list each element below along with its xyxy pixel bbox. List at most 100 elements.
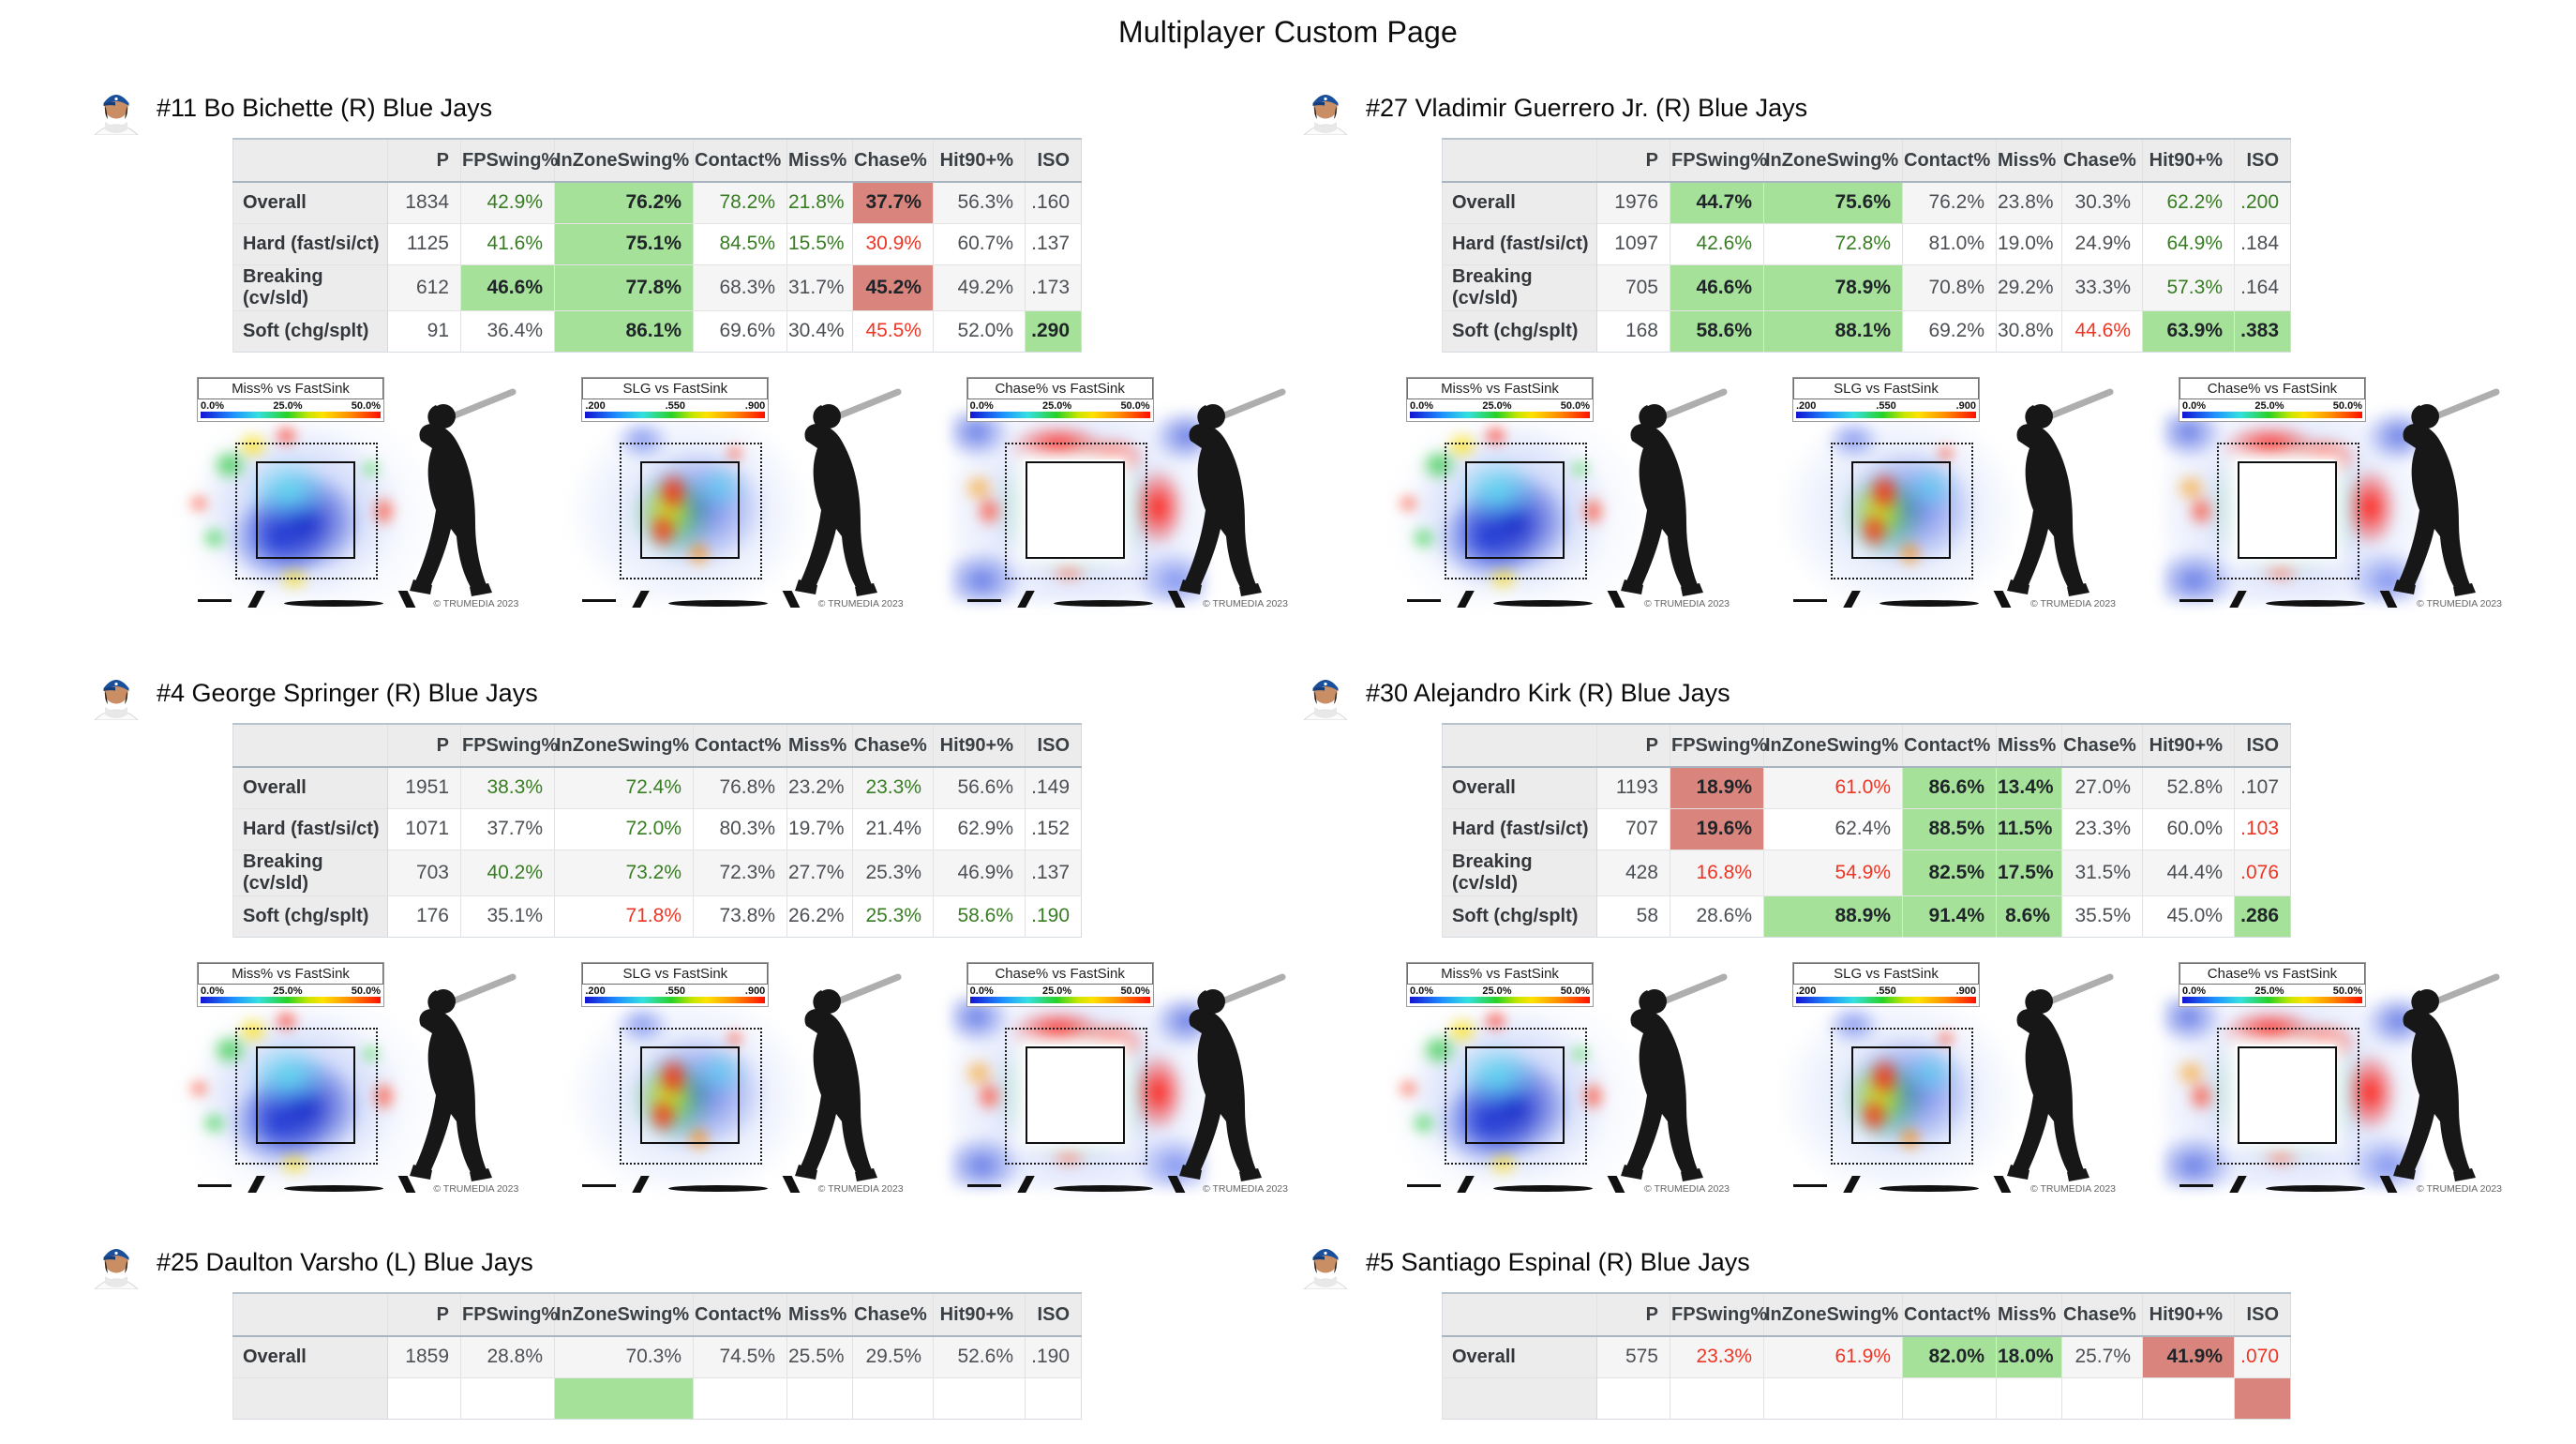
player-card: #25 Daulton Varsho (L) Blue Jays P FPSwin…: [0, 1229, 1288, 1444]
column-header: InZoneSwing%: [1763, 139, 1903, 183]
stat-cell: [1996, 1377, 2062, 1419]
player-stats-table: P FPSwing% InZoneSwing% Contact% Miss% Chase%…: [1442, 138, 2291, 353]
heatmap-legend: Miss% vs FastSink 0.0% 25.0% 50.0%: [1406, 961, 1594, 1007]
stat-cell: [1025, 1377, 1082, 1419]
heatmap-title: Miss% vs FastSink: [1407, 962, 1593, 985]
heatmap-title: Chase% vs FastSink: [2179, 377, 2365, 399]
stats-row: Hard (fast/si/ct) 1125 41.6% 75.1% 84.5% 15.5…: [232, 223, 1082, 264]
trumedia-watermark: © TRUMEDIA 2023: [817, 597, 904, 609]
players-grid: #11 Bo Bichette (R) Blue Jays P FPSwing% I…: [0, 75, 2576, 1444]
heatmap-scale-ticks: 0.0% 25.0% 50.0%: [969, 399, 1150, 412]
outer-zone-dotted: [1831, 1027, 1973, 1165]
trumedia-watermark: © TRUMEDIA 2023: [1202, 1182, 1288, 1195]
column-header: FPSwing%: [460, 1293, 558, 1337]
stat-cell: 41.9%: [2142, 1336, 2235, 1377]
row-label: Hard (fast/si/ct): [232, 808, 388, 850]
stat-cell: 703: [387, 850, 461, 895]
stat-cell: 31.7%: [786, 264, 853, 310]
trumedia-watermark: © TRUMEDIA 2023: [1644, 1182, 1730, 1195]
player-name: #11 Bo Bichette (R) Blue Jays: [157, 93, 493, 122]
column-header: Miss%: [786, 1293, 853, 1337]
stats-row: Hard (fast/si/ct) 1071 37.7% 72.0% 80.3% 19.7…: [232, 808, 1082, 850]
stat-cell: 54.9%: [1763, 850, 1903, 895]
trumedia-watermark: © TRUMEDIA 2023: [1202, 597, 1288, 609]
stat-cell: 82.0%: [1902, 1336, 1997, 1377]
column-header: Contact%: [693, 1293, 787, 1337]
stat-cell: .076: [2234, 850, 2291, 895]
stat-cell: 82.5%: [1902, 850, 1997, 895]
player-avatar: [1298, 1235, 1353, 1290]
column-header: InZoneSwing%: [554, 724, 694, 768]
player-avatar: [89, 666, 143, 721]
pitch-heatmap: SLG vs FastSink .200.550.900: [565, 376, 904, 613]
row-label: Soft (chg/splt): [232, 310, 388, 352]
outer-zone-dotted: [235, 442, 378, 579]
home-plate-graphic: [966, 590, 1258, 608]
heatmap-field: [950, 410, 1207, 604]
row-label: Hard (fast/si/ct): [232, 223, 388, 264]
player-header: #27 Vladimir Guerrero Jr. (R) Blue Jays: [1298, 81, 2576, 136]
stats-row: Breaking (cv/sld) 703 40.2% 73.2% 72.3% 27.7%…: [232, 850, 1082, 895]
heatmap-scale-ticks: .200.550.900: [1796, 399, 1976, 412]
player-stats-table: P FPSwing% InZoneSwing% Contact% Miss% Chase%…: [232, 1292, 1082, 1420]
stat-cell: 63.9%: [2142, 310, 2235, 352]
column-header: Miss%: [1996, 139, 2062, 183]
heatmap-row: Miss% vs FastSink 0.0% 25.0% 50.0%: [1390, 376, 2576, 613]
stat-cell: 25.7%: [2061, 1336, 2143, 1377]
row-label: Hard (fast/si/ct): [1442, 808, 1597, 850]
stat-cell: 64.9%: [2142, 223, 2235, 264]
heatmap-row: Miss% vs FastSink 0.0% 25.0% 50.0%: [1390, 961, 2576, 1198]
batter-silhouette-icon: [1973, 386, 2114, 598]
home-plate-graphic: [966, 1175, 1258, 1193]
stat-cell: 27.7%: [786, 850, 853, 895]
pitch-heatmap: Chase% vs FastSink 0.0% 25.0% 50.0%: [2163, 961, 2502, 1198]
stat-cell: 76.2%: [554, 182, 694, 223]
stat-cell: 46.9%: [933, 850, 1026, 895]
pitch-heatmap: Miss% vs FastSink 0.0% 25.0% 50.0%: [1390, 376, 1730, 613]
home-plate-graphic: [1793, 1175, 2084, 1193]
column-header: P: [1596, 1293, 1670, 1337]
stat-cell: .190: [1025, 895, 1082, 937]
strike-zone-outline: [2238, 460, 2337, 559]
stat-cell: 19.7%: [786, 808, 853, 850]
trumedia-watermark: © TRUMEDIA 2023: [2417, 597, 2502, 609]
stats-row: [232, 1377, 1082, 1419]
column-header: InZoneSwing%: [554, 1293, 694, 1337]
heatmap-field: [181, 410, 438, 604]
home-plate-graphic: [582, 590, 873, 608]
stat-cell: 33.3%: [2061, 264, 2143, 310]
row-label: [232, 1377, 388, 1419]
outer-zone-dotted: [1445, 442, 1587, 579]
stat-cell: 60.7%: [933, 223, 1026, 264]
stat-cell: 62.9%: [933, 808, 1026, 850]
stats-row: [1442, 1377, 2291, 1419]
stat-cell: 40.2%: [460, 850, 555, 895]
stat-cell: 42.6%: [1670, 223, 1764, 264]
column-header: Hit90+%: [933, 1293, 1026, 1337]
heatmap-field: [2163, 995, 2419, 1189]
outer-zone-dotted: [620, 442, 763, 579]
stat-cell: [554, 1377, 694, 1419]
batter-silhouette-icon: [376, 971, 517, 1183]
stat-cell: 70.3%: [554, 1336, 694, 1377]
stat-cell: [2142, 1377, 2235, 1419]
column-header: Contact%: [1902, 1293, 1997, 1337]
stat-cell: [1596, 1377, 1670, 1419]
row-label: Breaking (cv/sld): [1442, 850, 1597, 895]
stat-cell: 575: [1596, 1336, 1670, 1377]
batter-silhouette-icon: [1587, 386, 1728, 598]
heatmap-field: [2163, 410, 2419, 604]
stat-cell: [1763, 1377, 1903, 1419]
column-header: Chase%: [2061, 139, 2143, 183]
stat-cell: 26.2%: [786, 895, 853, 937]
player-avatar: [89, 81, 143, 136]
pitch-heatmap: Miss% vs FastSink 0.0% 25.0% 50.0%: [181, 961, 519, 1198]
player-name: #30 Alejandro Kirk (R) Blue Jays: [1366, 678, 1730, 707]
stat-cell: .137: [1025, 850, 1082, 895]
heatmap-title: SLG vs FastSink: [1793, 962, 1979, 985]
stats-row: Breaking (cv/sld) 705 46.6% 78.9% 70.8% 29.2%…: [1442, 264, 2291, 310]
stat-cell: 25.3%: [852, 895, 934, 937]
heatmap-legend: SLG vs FastSink .200.550.900: [581, 961, 770, 1007]
stat-cell: 18.9%: [1670, 767, 1764, 808]
stat-cell: 72.8%: [1763, 223, 1903, 264]
